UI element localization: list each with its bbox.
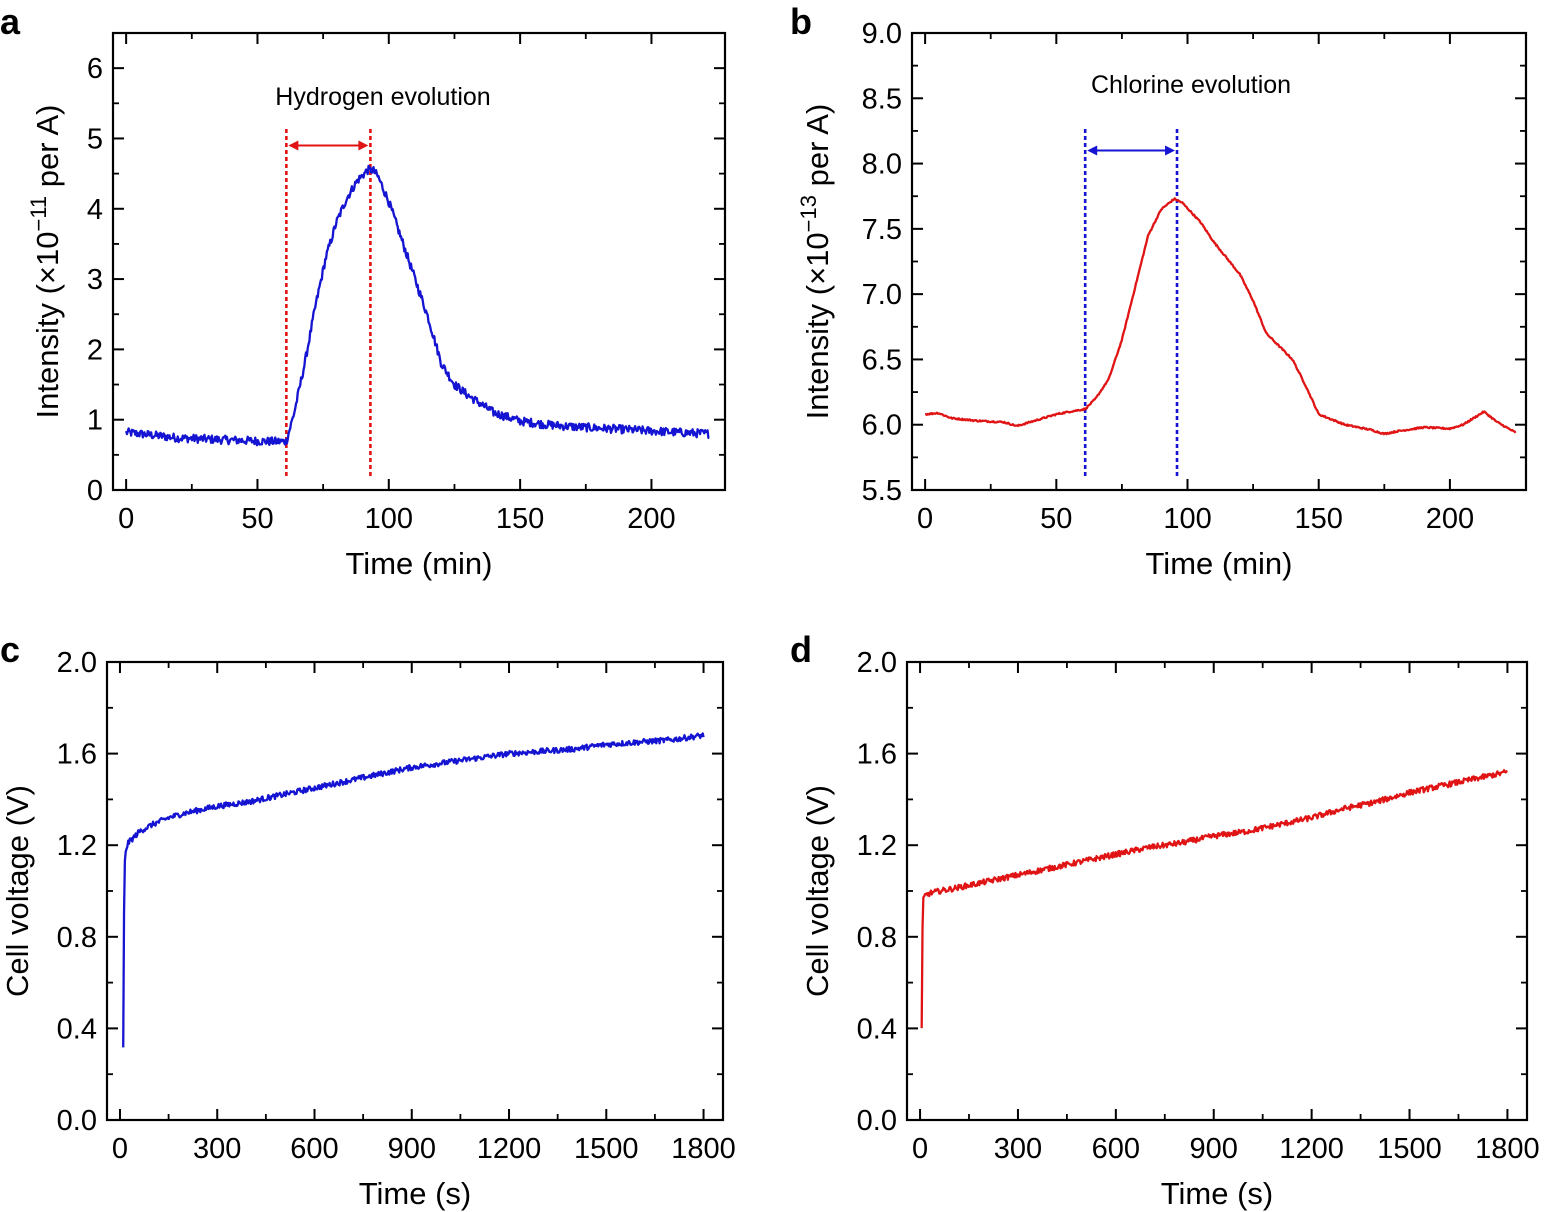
y-tick-label: 5.5 — [862, 475, 902, 507]
y-tick-label: 0.4 — [857, 1013, 897, 1045]
x-tick-label: 900 — [1190, 1133, 1238, 1165]
y-tick-label: 0.0 — [57, 1105, 97, 1137]
x-tick-label: 200 — [1426, 503, 1474, 535]
y-tick-label: 7.0 — [862, 279, 902, 311]
y-tick-label: 1.6 — [857, 739, 897, 771]
y-tick-label: 3 — [87, 264, 103, 296]
y-tick-label: 0 — [87, 475, 103, 507]
y-tick-label: 1.6 — [57, 739, 97, 771]
x-tick-label: 1200 — [477, 1133, 542, 1165]
x-axis-label: Time (min) — [346, 546, 493, 581]
y-tick-label: 1.2 — [57, 830, 97, 862]
y-tick-label: 4 — [87, 194, 103, 226]
panel-label: d — [790, 629, 812, 670]
axes-frame — [105, 660, 725, 1122]
panel-d: d 0 300 600 900 1200 1500 1800 0.0 0.4 0.8 1.2 1.6 2.… — [790, 629, 1540, 1211]
y-tick-label: 0.8 — [857, 922, 897, 954]
x-tick-label: 200 — [627, 503, 675, 535]
x-axis-label: Time (s) — [1161, 1176, 1274, 1211]
x-tick-label: 150 — [1295, 503, 1343, 535]
x-tick-label: 600 — [1092, 1133, 1140, 1165]
y-tick-label: 8.5 — [862, 83, 902, 115]
x-tick-label: 0 — [112, 1133, 128, 1165]
annotation-text: Hydrogen evolution — [275, 83, 490, 111]
x-tick-label: 0 — [118, 503, 134, 535]
y-tick-label: 0.0 — [857, 1105, 897, 1137]
x-tick-label: 150 — [496, 503, 544, 535]
panel-c: c 0 300 600 900 1200 1500 1800 0.0 0.4 0.8 1.2 1.6 2.… — [0, 629, 736, 1211]
y-axis-label: Intensity (×10−13 per A) — [796, 104, 836, 420]
panel-label: c — [0, 629, 20, 670]
x-tick-label: 100 — [1163, 503, 1211, 535]
annotation-text: Chlorine evolution — [1091, 71, 1291, 99]
y-tick-label: 0.4 — [57, 1013, 97, 1045]
y-tick-label: 5 — [87, 123, 103, 155]
series-line — [920, 769, 1508, 1029]
panel-label: b — [790, 1, 812, 42]
y-tick-label: 6.0 — [862, 410, 902, 442]
y-tick-label: 9.0 — [862, 18, 902, 50]
x-tick-label: 1500 — [1377, 1133, 1442, 1165]
x-tick-label: 50 — [1040, 503, 1072, 535]
x-tick-label: 100 — [365, 503, 413, 535]
x-tick-label: 600 — [290, 1133, 338, 1165]
x-tick-label: 0 — [912, 1133, 928, 1165]
x-tick-label: 1800 — [1475, 1133, 1540, 1165]
y-tick-label: 6.5 — [862, 344, 902, 376]
axes-frame — [111, 31, 727, 492]
y-tick-label: 1 — [87, 405, 103, 437]
y-axis-label: Cell voltage (V) — [800, 785, 835, 997]
duration-arrow — [1087, 145, 1176, 156]
x-tick-label: 900 — [388, 1133, 436, 1165]
series-line — [122, 732, 705, 1048]
x-axis-label: Time (min) — [1146, 546, 1293, 581]
y-axis-label: Cell voltage (V) — [0, 785, 35, 997]
y-tick-label: 0.8 — [57, 922, 97, 954]
x-tick-label: 300 — [994, 1133, 1042, 1165]
x-tick-label: 1200 — [1279, 1133, 1344, 1165]
x-tick-label: 50 — [241, 503, 273, 535]
axes-frame — [905, 660, 1529, 1122]
y-tick-label: 6 — [87, 53, 103, 85]
series-line — [924, 197, 1517, 436]
y-tick-label: 1.2 — [857, 830, 897, 862]
x-tick-label: 0 — [917, 503, 933, 535]
x-tick-label: 1800 — [671, 1133, 736, 1165]
panel-label: a — [0, 1, 21, 42]
y-tick-label: 2 — [87, 334, 103, 366]
x-tick-label: 300 — [193, 1133, 241, 1165]
y-axis-label: Intensity (×10−11 per A) — [26, 105, 66, 419]
series-line — [125, 164, 710, 447]
x-tick-label: 1500 — [574, 1133, 639, 1165]
y-tick-label: 2.0 — [57, 647, 97, 679]
duration-arrow — [288, 140, 369, 151]
y-tick-label: 8.0 — [862, 149, 902, 181]
y-tick-label: 7.5 — [862, 214, 902, 246]
y-tick-label: 2.0 — [857, 647, 897, 679]
panel-a: a 0 50 100 150 200 0 1 2 3 4 5 6 Time (min) Intensity … — [0, 1, 727, 581]
panel-b: b 0 50 100 150 200 5.5 6.0 6.5 7.0 7.5 8.0 8.5 9.0 Tim… — [790, 1, 1528, 581]
x-axis-label: Time (s) — [359, 1176, 472, 1211]
